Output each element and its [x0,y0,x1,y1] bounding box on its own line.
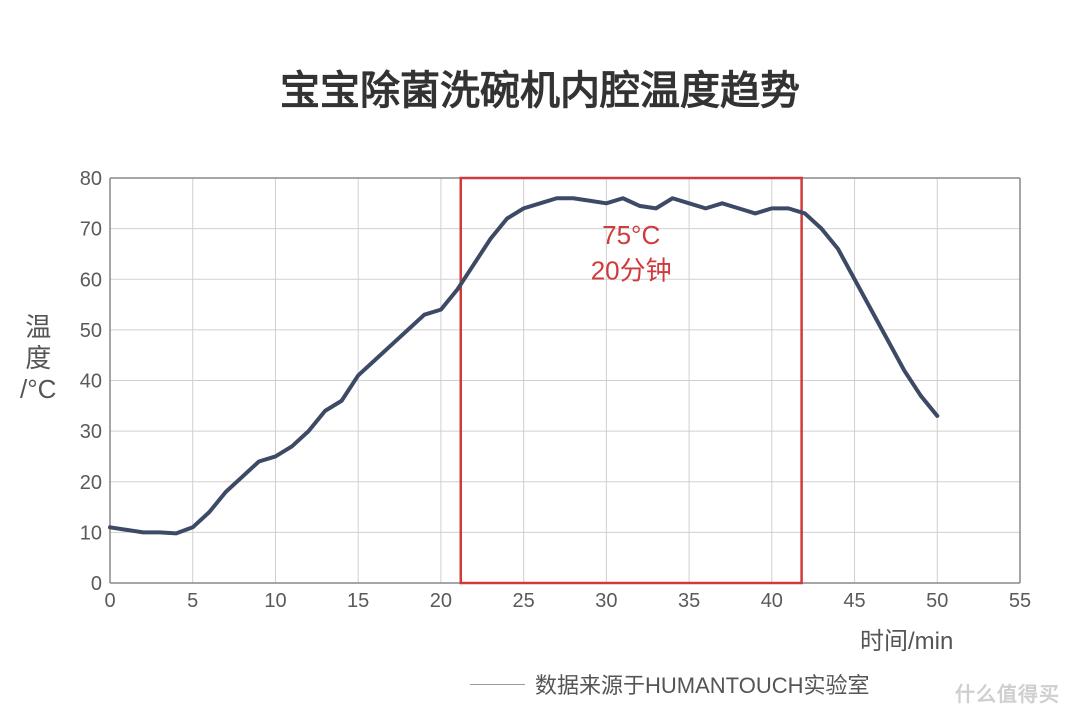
x-tick-label: 55 [1009,590,1031,612]
annotation-temp: 75°C [602,220,660,250]
x-tick-label: 25 [513,590,535,612]
y-tick-label: 80 [80,168,102,190]
y-tick-label: 30 [80,421,102,443]
source-dash-icon [470,684,525,685]
y-tick-label: 20 [80,472,102,494]
temperature-chart: 0 5 10 15 20 25 30 35 40 45 50 55 0 10 20 30 40 50 60 70 80 7… [70,168,1060,633]
watermark-text: 什么值得买 [955,678,1060,707]
x-tick-label: 20 [430,590,452,612]
y-tick-label: 70 [80,219,102,241]
y-axis-label-unit: /°C [20,374,56,405]
data-source: 数据来源于HUMANTOUCH实验室 [470,668,869,700]
y-axis-label-char2: 度 [20,343,56,374]
x-tick-label: 40 [761,590,783,612]
x-tick-label: 30 [595,590,617,612]
annotation-duration: 20分钟 [591,255,672,285]
x-tick-label: 45 [843,590,865,612]
y-tick-label: 40 [80,371,102,393]
x-tick-label: 15 [347,590,369,612]
x-tick-label: 0 [104,590,115,612]
x-tick-label: 5 [187,590,198,612]
y-axis-label-char1: 温 [20,312,56,343]
source-text: 数据来源于HUMANTOUCH实验室 [535,668,869,700]
y-tick-label: 50 [80,320,102,342]
x-tick-label: 50 [926,590,948,612]
y-tick-label: 10 [80,522,102,544]
y-axis-label: 温 度 /°C [20,312,56,406]
x-tick-label: 10 [264,590,286,612]
y-tick-label: 0 [91,573,102,595]
chart-title: 宝宝除菌洗碗机内腔温度趋势 [0,58,1080,116]
y-tick-label: 60 [80,269,102,291]
x-tick-label: 35 [678,590,700,612]
